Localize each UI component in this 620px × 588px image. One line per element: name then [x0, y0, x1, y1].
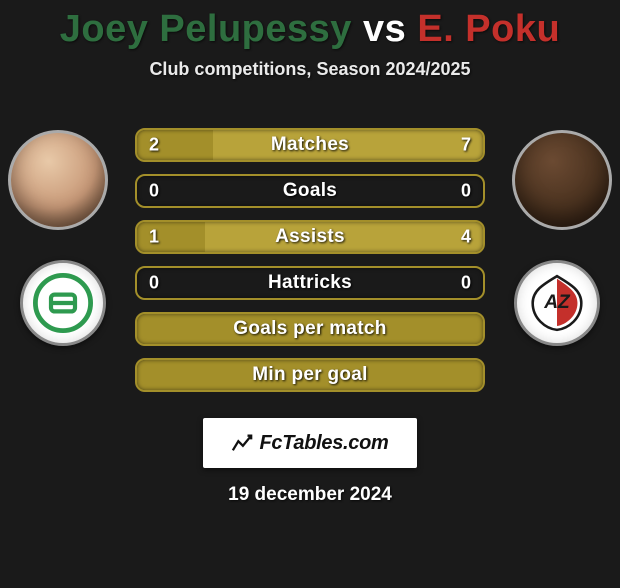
club-badge-player1	[20, 260, 106, 346]
title-vs: vs	[363, 8, 406, 50]
stat-row: Goals per match	[135, 312, 485, 346]
subtitle: Club competitions, Season 2024/2025	[0, 59, 620, 80]
stat-value-left: 2	[149, 135, 159, 156]
stat-bars: Matches27Goals00Assists14Hattricks00Goal…	[135, 128, 485, 404]
page-title: Joey Pelupessy vs E. Poku	[0, 8, 620, 51]
brand-text: FcTables.com	[259, 432, 388, 455]
club-logo-left-icon	[33, 273, 93, 333]
stat-value-right: 7	[461, 135, 471, 156]
brand-badge: FcTables.com	[203, 418, 417, 468]
stat-label: Matches	[271, 134, 349, 156]
stat-value-right: 0	[461, 181, 471, 202]
title-player1: Joey Pelupessy	[60, 8, 352, 50]
stat-label: Assists	[275, 226, 345, 248]
svg-text:AZ: AZ	[543, 292, 571, 313]
avatar-player2	[512, 130, 612, 230]
date-label: 19 december 2024	[0, 484, 620, 506]
stat-value-right: 4	[461, 227, 471, 248]
stat-row: Goals 0 0	[135, 174, 485, 208]
stat-value-left: 0	[149, 273, 159, 294]
stat-row: Assists 1 4	[135, 220, 485, 254]
stat-value-left: 0	[149, 181, 159, 202]
club-logo-right-icon: AZ	[525, 271, 589, 335]
stat-label: Hattricks	[268, 272, 352, 294]
title-player2: E. Poku	[417, 8, 560, 50]
chart-icon	[231, 432, 253, 454]
stat-label: Min per goal	[252, 364, 368, 386]
club-badge-player2: AZ	[514, 260, 600, 346]
stat-row: Hattricks 0 0	[135, 266, 485, 300]
stat-value-right: 0	[461, 273, 471, 294]
stat-row: Min per goal	[135, 358, 485, 392]
stat-value-left: 1	[149, 227, 159, 248]
club-abbr-player1	[23, 263, 103, 343]
comparison-panel: AZ Matches27Goals00Assists14Hattricks00G…	[0, 110, 620, 410]
stat-label: Goals	[283, 180, 337, 202]
club-abbr-player2: AZ	[517, 263, 597, 343]
stat-row: Matches 2 7	[135, 128, 485, 162]
stat-label: Goals per match	[233, 318, 386, 340]
avatar-player1	[8, 130, 108, 230]
